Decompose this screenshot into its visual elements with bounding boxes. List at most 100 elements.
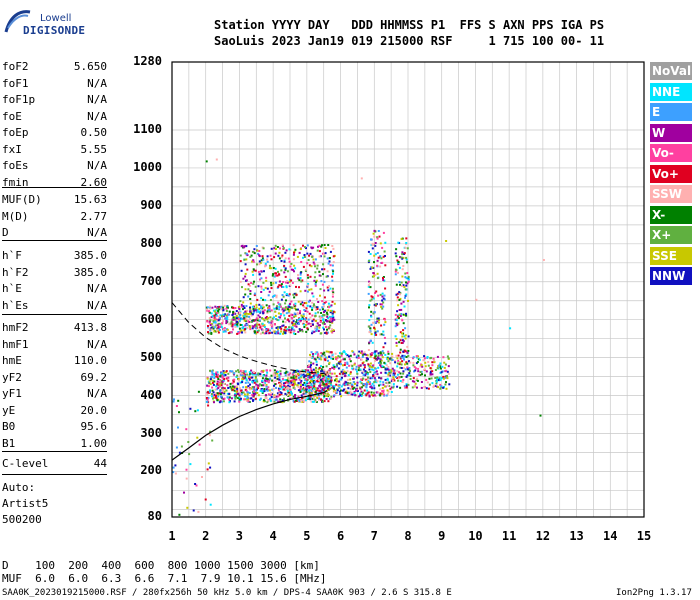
echo-point — [320, 280, 323, 283]
echo-point — [318, 397, 321, 400]
echo-point — [311, 301, 314, 304]
echo-point — [214, 305, 217, 308]
echo-point — [282, 324, 285, 327]
echo-point — [327, 387, 329, 390]
param-value: N/A — [87, 76, 107, 90]
echo-point — [316, 322, 319, 325]
echo-point — [218, 381, 221, 384]
echo-point — [274, 379, 277, 382]
echo-point — [325, 332, 328, 335]
echo-point — [174, 464, 177, 467]
echo-point — [396, 324, 399, 327]
echo-point — [307, 282, 310, 285]
echo-point — [336, 391, 338, 394]
echo-point — [398, 281, 401, 283]
echo-point — [360, 390, 363, 393]
echo-point — [242, 301, 245, 304]
logo-lowell-text: Lowell — [40, 13, 72, 24]
echo-point — [318, 398, 320, 401]
echo-point — [269, 316, 272, 319]
echo-point — [401, 335, 404, 338]
echo-point — [323, 387, 326, 390]
echo-point — [251, 386, 254, 388]
echo-point — [235, 376, 238, 378]
param-value: 5.650 — [73, 60, 107, 73]
echo-point — [274, 398, 277, 401]
echo-point — [387, 390, 390, 393]
echo-point — [259, 398, 261, 401]
y-tick-label: 600 — [140, 311, 162, 326]
echo-point — [314, 398, 317, 401]
echo-point — [302, 373, 305, 376]
echo-point — [399, 386, 402, 389]
echo-point — [209, 319, 212, 322]
echo-point — [295, 399, 297, 402]
echo-point — [323, 328, 325, 331]
echo-point — [261, 388, 264, 391]
echo-point — [371, 247, 374, 250]
echo-point — [412, 356, 415, 359]
echo-point — [320, 393, 323, 396]
echo-point — [257, 314, 260, 317]
echo-point — [288, 308, 291, 311]
echo-point — [317, 372, 320, 375]
echo-point — [304, 399, 307, 402]
echo-point — [355, 388, 358, 391]
echo-point — [400, 356, 403, 359]
echo-point — [254, 372, 256, 375]
echo-point — [289, 394, 292, 396]
echo-point — [249, 328, 252, 331]
echo-point — [303, 302, 306, 305]
echo-point — [307, 276, 310, 279]
echo-point — [272, 303, 275, 306]
echo-point — [244, 381, 247, 384]
echo-point — [333, 365, 336, 368]
x-tick-label: 14 — [603, 529, 618, 543]
echo-point — [304, 387, 306, 389]
echo-point — [432, 357, 435, 360]
echo-point — [231, 370, 234, 373]
legend-item: E — [650, 103, 692, 121]
echo-point — [379, 333, 382, 336]
echo-point — [207, 404, 210, 407]
echo-point — [206, 400, 209, 403]
echo-point — [324, 371, 327, 374]
echo-point — [317, 330, 320, 332]
echo-point — [371, 275, 374, 278]
echo-point — [248, 317, 251, 320]
echo-point — [379, 380, 382, 383]
echo-point — [196, 409, 199, 412]
echo-point — [407, 335, 410, 338]
echo-point — [373, 261, 375, 264]
echo-point — [372, 312, 375, 315]
echo-point — [217, 311, 220, 314]
echo-point — [401, 332, 403, 335]
echo-point — [210, 331, 213, 334]
echo-point — [246, 373, 248, 376]
echo-point — [390, 391, 393, 393]
echo-point — [407, 383, 410, 386]
echo-point — [248, 371, 251, 374]
echo-point — [296, 398, 299, 401]
echo-point — [395, 341, 398, 344]
echo-point — [338, 384, 341, 386]
echo-point — [277, 273, 280, 276]
echo-point — [246, 309, 249, 312]
echo-point — [328, 368, 331, 371]
echo-point — [274, 372, 277, 374]
echo-point — [217, 319, 220, 322]
param-name: h`F — [2, 249, 22, 262]
echo-point — [312, 380, 315, 382]
param-row: foF1p N/A — [2, 93, 107, 109]
echo-point — [268, 321, 271, 324]
echo-point — [323, 253, 326, 255]
echo-point — [235, 396, 238, 399]
echo-point — [370, 315, 373, 318]
echo-point — [369, 299, 372, 302]
echo-point — [402, 357, 405, 360]
echo-point — [401, 319, 404, 322]
echo-point — [369, 327, 372, 330]
echo-point — [388, 381, 391, 384]
echo-point — [332, 272, 334, 275]
echo-point — [440, 385, 443, 388]
